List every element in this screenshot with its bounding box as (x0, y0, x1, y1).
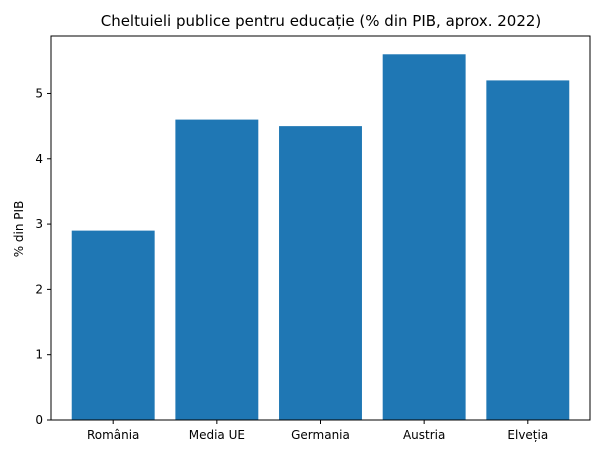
x-tick-label-1: Media UE (189, 428, 245, 442)
y-tick-label-2: 2 (35, 282, 43, 296)
bar-4 (486, 80, 570, 420)
bar-2 (279, 126, 362, 421)
y-tick-label-1: 1 (35, 348, 43, 362)
bar-0 (71, 230, 155, 420)
x-tick-label-0: România (87, 428, 139, 442)
bar-3 (382, 54, 466, 421)
y-tick-label-5: 5 (35, 86, 43, 100)
y-axis-label: % din PIB (12, 201, 26, 258)
chart-title: Cheltuieli publice pentru educație (% di… (101, 12, 542, 30)
y-ticks-group: 0 1 2 3 4 5 (35, 86, 51, 427)
y-tick-label-3: 3 (35, 217, 43, 231)
plot-frame (50, 35, 591, 421)
x-tick-label-2: Germania (291, 428, 350, 442)
y-tick-label-0: 0 (35, 413, 43, 427)
bars-group (71, 54, 570, 421)
y-tick-label-4: 4 (35, 152, 43, 166)
bar-1 (175, 119, 259, 421)
x-tick-label-3: Austria (403, 428, 445, 442)
x-ticks-group: România Media UE Germania Austria Elveția (87, 420, 548, 442)
x-tick-label-4: Elveția (507, 428, 548, 442)
